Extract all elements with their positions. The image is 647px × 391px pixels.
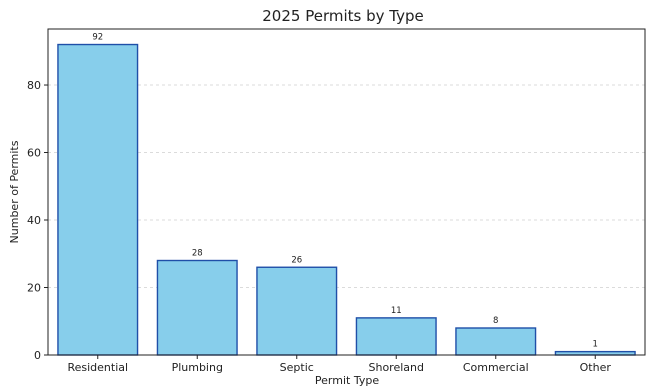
y-tick-label: 60: [27, 147, 41, 160]
data-label: 28: [192, 249, 203, 259]
x-tick-label: Shoreland: [369, 361, 424, 374]
x-tick-label: Other: [580, 361, 612, 374]
data-label: 8: [493, 316, 498, 326]
data-label: 11: [391, 306, 402, 316]
y-tick-label: 80: [27, 79, 41, 92]
bar-shoreland: [355, 317, 437, 356]
axes: 0 20 40 60 80 Residential Plumbing Septic Shorel…: [27, 28, 646, 374]
data-label: 1: [593, 340, 598, 350]
data-label: 26: [291, 255, 302, 265]
x-tick-label: Commercial: [463, 361, 529, 374]
bar-other: [554, 350, 636, 356]
x-tick-label: Residential: [67, 361, 128, 374]
bars: [57, 43, 636, 356]
bar-septic: [256, 266, 338, 356]
y-tick-label: 40: [27, 214, 41, 227]
data-labels: 92 28 26 11 8 1: [92, 33, 598, 350]
plot-frame: [47, 28, 646, 356]
y-tick-label: 0: [34, 349, 41, 362]
x-axis-label: Permit Type: [315, 374, 379, 387]
bar-commercial: [455, 327, 537, 356]
chart-title: 2025 Permits by Type: [262, 7, 423, 25]
y-tick-label: 20: [27, 282, 41, 295]
y-axis-label: Number of Permits: [8, 140, 21, 243]
bar-residential: [57, 43, 139, 356]
x-tick-label: Plumbing: [172, 361, 223, 374]
bar-plumbing: [156, 259, 238, 356]
data-label: 92: [92, 33, 103, 43]
x-tick-label: Septic: [280, 361, 314, 374]
